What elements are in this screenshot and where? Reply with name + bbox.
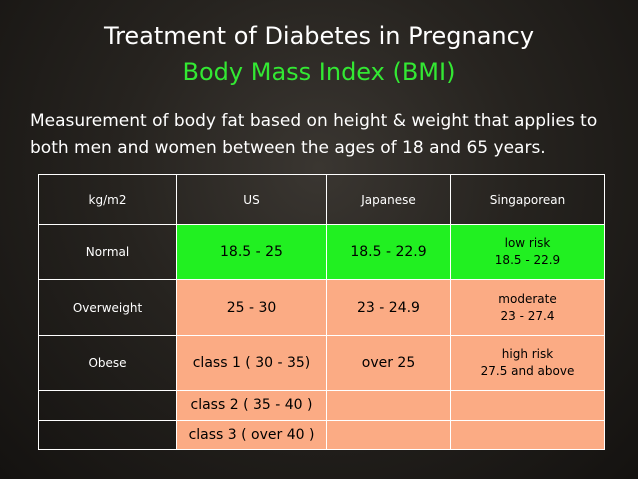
cell-us: 18.5 - 25 <box>176 223 327 281</box>
header-us: US <box>176 174 327 225</box>
cell-us: class 3 ( over 40 ) <box>176 419 327 451</box>
row-label: Obese <box>38 334 177 392</box>
header-unit: kg/m2 <box>38 174 177 225</box>
cell-japanese: over 25 <box>326 334 451 392</box>
cell-us: 25 - 30 <box>176 279 327 336</box>
cell-japanese: 18.5 - 22.9 <box>326 223 451 281</box>
cell-singaporean: low risk 18.5 - 22.9 <box>450 223 605 281</box>
slide-subtitle: Body Mass Index (BMI) <box>182 58 456 86</box>
table-row-class3: class 3 ( over 40 ) <box>38 419 605 451</box>
cell-us: class 1 ( 30 - 35) <box>176 334 327 392</box>
row-label <box>38 390 177 421</box>
bmi-table: kg/m2 US Japanese Singaporean Normal 18.… <box>38 174 605 451</box>
sg-range: 27.5 and above <box>480 364 575 379</box>
cell-singaporean <box>450 390 605 421</box>
cell-singaporean: high risk 27.5 and above <box>450 334 605 392</box>
table-row-normal: Normal 18.5 - 25 18.5 - 22.9 low risk 18… <box>38 223 605 281</box>
row-label: Overweight <box>38 279 177 336</box>
row-label: Normal <box>38 223 177 281</box>
slide-title: Treatment of Diabetes in Pregnancy <box>103 22 535 50</box>
table-header-row: kg/m2 US Japanese Singaporean <box>38 174 605 225</box>
cell-japanese <box>326 419 451 451</box>
cell-japanese <box>326 390 451 421</box>
cell-japanese: 23 - 24.9 <box>326 279 451 336</box>
sg-risk-label: moderate <box>498 291 557 306</box>
sg-risk-label: high risk <box>501 347 554 362</box>
table-row-overweight: Overweight 25 - 30 23 - 24.9 moderate 23… <box>38 279 605 336</box>
cell-singaporean: moderate 23 - 27.4 <box>450 279 605 336</box>
sg-risk-label: low risk <box>504 236 551 251</box>
header-japanese: Japanese <box>326 174 451 225</box>
sg-range: 18.5 - 22.9 <box>494 253 561 268</box>
table-row-class2: class 2 ( 35 - 40 ) <box>38 390 605 421</box>
row-label <box>38 419 177 451</box>
header-singaporean: Singaporean <box>450 174 605 225</box>
cell-singaporean <box>450 419 605 451</box>
sg-range: 23 - 27.4 <box>500 308 555 323</box>
slide-description: Measurement of body fat based on height … <box>30 111 598 158</box>
cell-us: class 2 ( 35 - 40 ) <box>176 390 327 421</box>
table-row-obese: Obese class 1 ( 30 - 35) over 25 high ri… <box>38 334 605 392</box>
